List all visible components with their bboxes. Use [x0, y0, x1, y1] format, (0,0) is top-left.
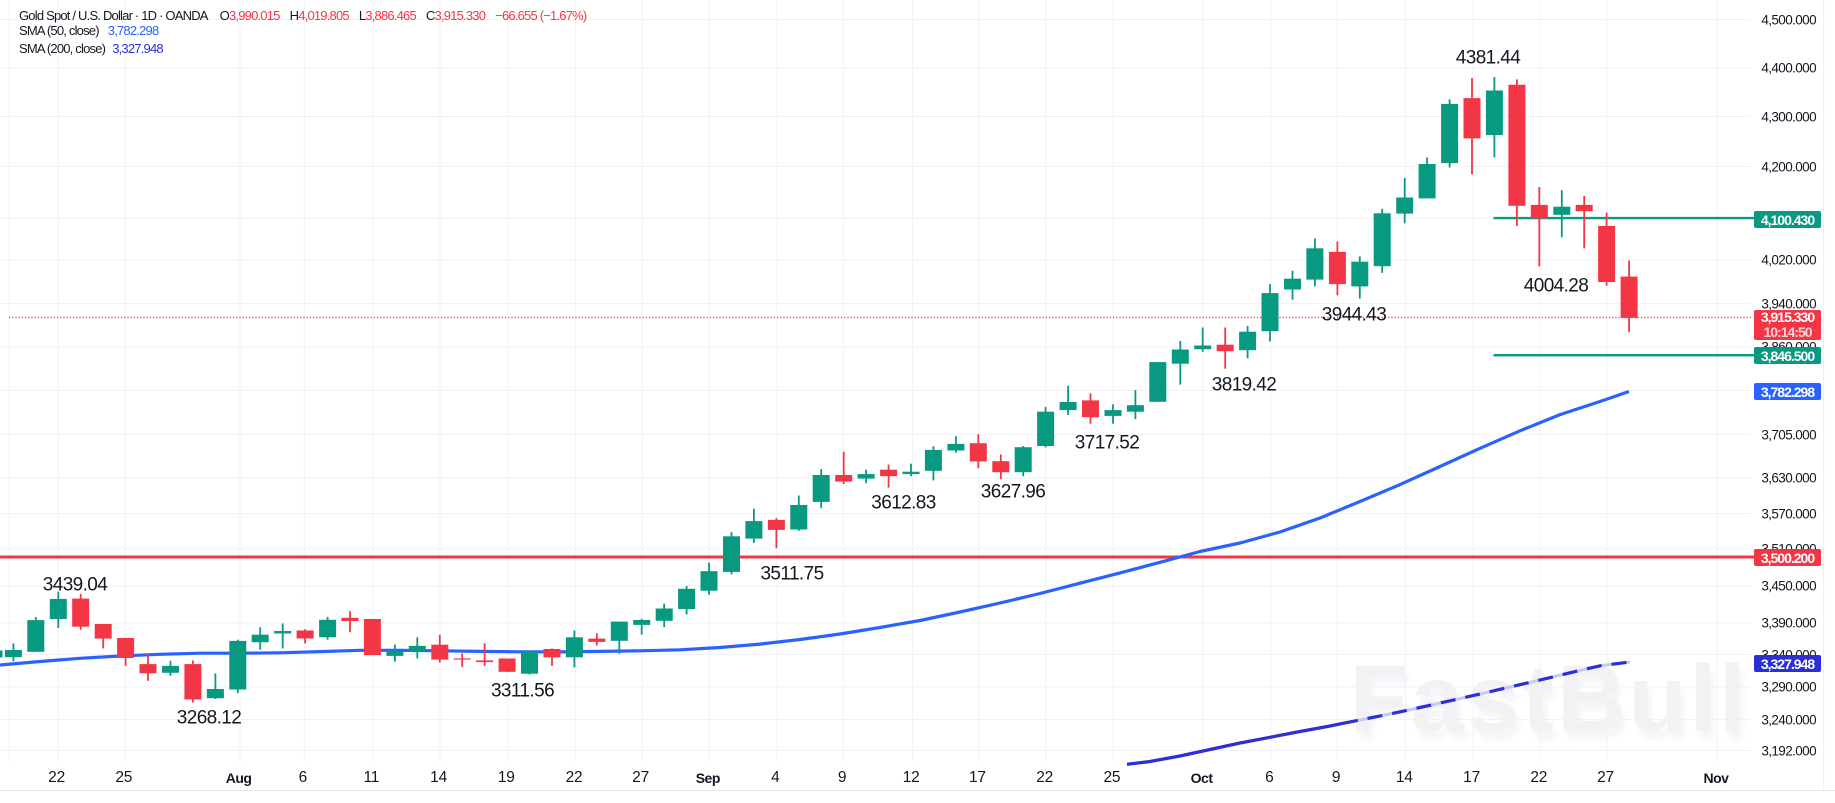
svg-text:FastBull: FastBull	[1350, 646, 1749, 752]
